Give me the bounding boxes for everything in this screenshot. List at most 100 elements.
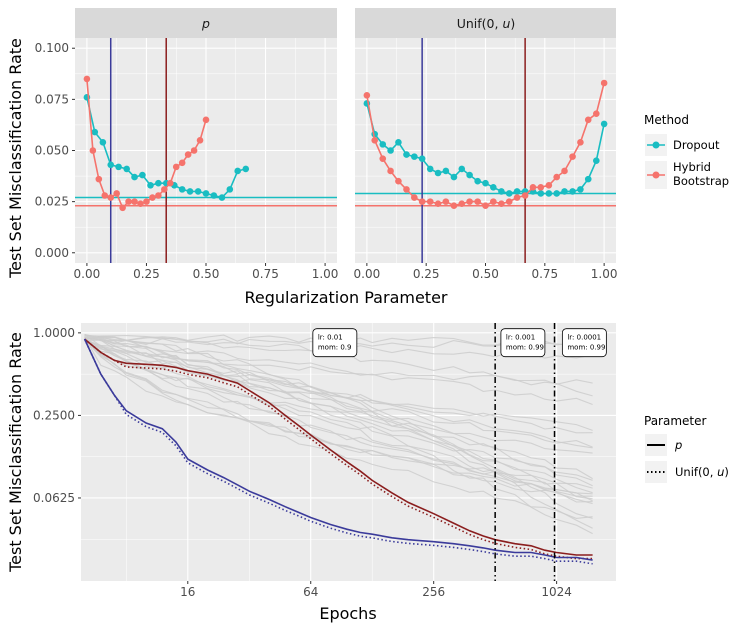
point-hybrid (125, 198, 132, 205)
annotations-epochs: lr: 0.01 mom: 0.9 lr: 0.001 mom: 0.99 lr: 0.… (312, 328, 607, 358)
top-x-axis-title: Regularization Parameter (245, 288, 448, 307)
annotation-text: lr: 0.01 (318, 334, 343, 342)
legend-method: Method Dropout Hybrid Bootstrap (644, 113, 729, 189)
point-hybrid (490, 198, 497, 205)
background-trace (84, 336, 593, 500)
point-dropout (210, 192, 218, 199)
annotation-text: mom: 0.99 (506, 344, 544, 352)
marks-unif (355, 38, 616, 263)
marks-p (75, 38, 337, 263)
point-hybrid (387, 167, 394, 175)
strip-unif-label: Unif(0, u) (457, 16, 516, 31)
legend-key-dropout-point (652, 141, 660, 149)
x-tick-label: 0.75 (531, 267, 558, 281)
background-trace (84, 336, 593, 480)
point-hybrid (529, 184, 537, 191)
point-dropout (155, 179, 162, 187)
point-hybrid (600, 79, 608, 87)
y-tick-label: 0.075 (35, 92, 69, 106)
x-tick-label: 1.00 (312, 267, 339, 281)
strip-p (75, 8, 337, 38)
series-line-unif-solid (83, 338, 593, 561)
point-dropout (395, 139, 402, 146)
point-dropout (186, 188, 194, 195)
point-hybrid (172, 163, 180, 171)
point-dropout (537, 190, 545, 197)
point-dropout (458, 165, 466, 173)
point-dropout (450, 173, 458, 181)
point-dropout (513, 188, 521, 195)
point-dropout (434, 169, 442, 177)
point-dropout (99, 139, 107, 146)
panel-bg-epochs (81, 323, 616, 581)
point-hybrid (458, 200, 466, 207)
point-hybrid (466, 198, 473, 205)
point-hybrid (363, 91, 371, 99)
point-dropout (426, 165, 434, 173)
top-axis-ticks: 0.00 0.25 0.50 0.75 1.00 0.000 0.025 0.050 0.075… (35, 41, 618, 281)
point-dropout (234, 167, 241, 175)
x-tick-label: 1.00 (591, 267, 618, 281)
point-dropout (490, 184, 497, 191)
point-hybrid (371, 136, 378, 144)
point-hybrid (190, 147, 198, 154)
background-trace (84, 338, 593, 503)
annotation-box (561, 328, 607, 358)
series-line-p-dotted (84, 338, 593, 560)
top-y-axis-title: Test Set Misclassification Rate (6, 38, 25, 279)
point-hybrid (513, 194, 521, 201)
x-tick-label: 0.75 (252, 267, 279, 281)
point-hybrid (474, 198, 481, 205)
legend-method-title: Method (644, 113, 689, 127)
point-dropout (466, 171, 473, 179)
background-trace (84, 339, 593, 495)
point-dropout (242, 165, 250, 173)
legend-key-hybrid-point (652, 171, 660, 179)
point-dropout (442, 167, 450, 175)
point-hybrid (119, 204, 126, 212)
panel-p: p (75, 8, 337, 263)
y-tick-label: 0.100 (35, 41, 69, 55)
point-hybrid (184, 151, 192, 158)
annotation-text: mom: 0.9 (318, 344, 352, 352)
annotation-text: lr: 0.001 (506, 334, 535, 342)
point-dropout (505, 190, 513, 197)
point-dropout (178, 186, 186, 193)
point-dropout (498, 188, 505, 195)
point-hybrid (426, 198, 434, 205)
background-trace (84, 336, 593, 529)
point-hybrid (482, 202, 489, 210)
point-hybrid (196, 136, 204, 144)
point-hybrid (166, 179, 174, 187)
y-tick-label: 1.0000 (33, 326, 75, 340)
annotation-text: lr: 0.0001 (567, 334, 601, 342)
point-hybrid (569, 153, 576, 160)
background-trace (84, 338, 593, 454)
point-dropout (561, 188, 568, 195)
point-dropout (115, 163, 122, 171)
series-line-unif-dotted (83, 338, 593, 565)
point-dropout (600, 120, 608, 128)
background-trace (84, 339, 593, 502)
point-dropout (593, 157, 600, 165)
point-dropout (411, 153, 418, 160)
point-hybrid (498, 200, 505, 207)
panel-unif: Unif(0, u) (355, 8, 616, 263)
point-hybrid (505, 198, 513, 205)
point-dropout (577, 186, 584, 193)
point-hybrid (149, 194, 156, 201)
marks-epochs (83, 323, 593, 581)
point-hybrid (593, 110, 600, 117)
point-hybrid (403, 186, 410, 193)
x-tick-label: 0.50 (472, 267, 499, 281)
point-hybrid (584, 116, 592, 124)
point-hybrid (83, 75, 91, 83)
y-tick-label: 0.2500 (33, 408, 75, 422)
point-dropout (387, 147, 394, 154)
point-hybrid (161, 186, 168, 193)
x-tick-label: 0.25 (413, 267, 440, 281)
point-dropout (147, 181, 154, 189)
point-dropout (545, 190, 553, 197)
background-trace (84, 334, 593, 406)
